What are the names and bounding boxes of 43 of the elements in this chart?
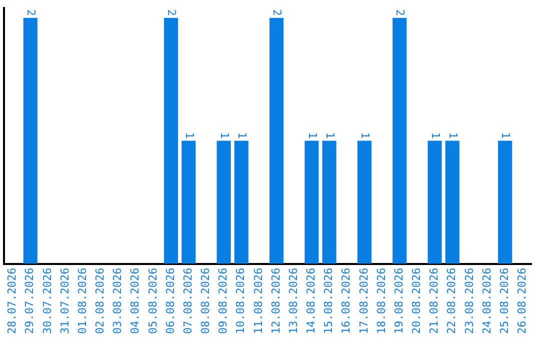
x-tick-label: 10.08.2026 <box>234 268 248 334</box>
x-tick-label: 06.08.2026 <box>164 268 177 334</box>
x-tick-label: 30.07.2026 <box>40 268 54 334</box>
x-tick-label: 26.08.2026 <box>516 268 529 334</box>
x-tick-label: 24.08.2026 <box>480 268 494 334</box>
data-label: 1 <box>499 132 512 139</box>
x-tick-label: 20.08.2026 <box>410 268 424 334</box>
x-tick-label: 07.08.2026 <box>181 268 194 334</box>
data-label: 1 <box>306 132 319 139</box>
x-tick-label: 22.08.2026 <box>445 268 458 334</box>
x-tick-label: 17.08.2026 <box>357 268 370 334</box>
x-tick-label: 14.08.2026 <box>304 268 318 334</box>
data-label: 2 <box>165 9 178 16</box>
data-label: 1 <box>182 132 196 139</box>
x-tick-label: 29.07.2026 <box>23 268 36 334</box>
x-tick-label: 11.08.2026 <box>252 268 265 334</box>
data-label: 1 <box>446 132 460 139</box>
data-label: 1 <box>358 132 372 139</box>
x-tick-label: 21.08.2026 <box>428 268 441 334</box>
x-tick-label: 05.08.2026 <box>146 268 160 334</box>
data-label: 2 <box>270 9 284 16</box>
x-tick-label: 09.08.2026 <box>216 268 230 334</box>
x-tick-label: 04.08.2026 <box>128 268 142 334</box>
x-tick-label: 25.08.2026 <box>498 268 511 334</box>
data-label: 1 <box>218 132 231 139</box>
data-label: 2 <box>24 9 38 16</box>
x-tick-label: 03.08.2026 <box>111 268 124 334</box>
data-label: 1 <box>323 132 336 139</box>
x-tick-label: 12.08.2026 <box>269 268 282 334</box>
x-tick-label: 01.08.2026 <box>76 268 89 334</box>
data-label: 2 <box>394 9 407 16</box>
x-tick-label: 08.08.2026 <box>199 268 212 334</box>
x-tick-label: 18.08.2026 <box>374 268 388 334</box>
x-tick-label: 13.08.2026 <box>286 268 300 334</box>
x-tick-label: 15.08.2026 <box>322 268 336 334</box>
x-tick-label: 19.08.2026 <box>392 268 406 334</box>
data-label: 1 <box>235 132 248 139</box>
x-tick-label: 23.08.2026 <box>462 268 476 334</box>
x-tick-label: 28.07.2026 <box>6 268 19 334</box>
x-tick-label: 02.08.2026 <box>94 268 107 334</box>
x-tick-label: 16.08.2026 <box>340 268 353 334</box>
data-label: 1 <box>428 132 442 139</box>
x-tick-label: 31.07.2026 <box>58 268 72 334</box>
